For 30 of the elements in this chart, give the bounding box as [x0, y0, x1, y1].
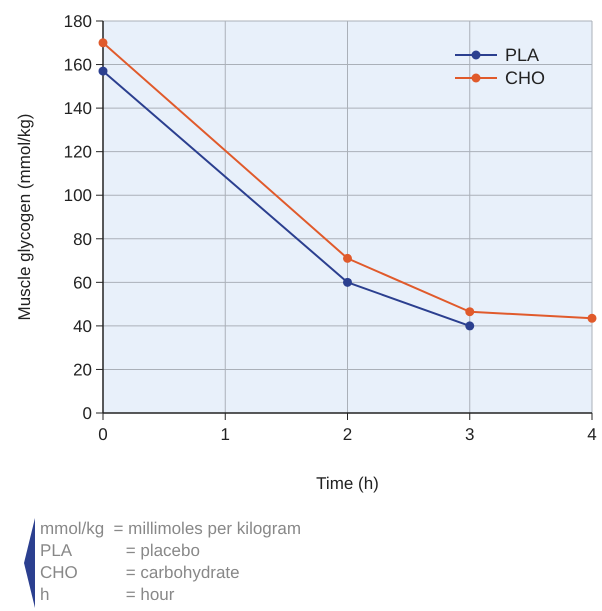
point: [343, 254, 352, 263]
x-tick-label: 3: [465, 425, 474, 444]
y-tick-label: 20: [73, 360, 92, 380]
y-tick-label: 60: [73, 273, 92, 292]
x-tick-label: 2: [342, 425, 352, 444]
y-tick-label: 120: [64, 142, 92, 162]
x-axis-title: Time (h): [316, 474, 379, 493]
x-tick-label: 0: [98, 425, 108, 444]
x-tick-label: 4: [587, 425, 597, 444]
point: [98, 38, 108, 48]
y-tick-label: 0: [82, 404, 92, 423]
y-tick-label: 180: [64, 12, 92, 31]
x-tick-label: 1: [220, 425, 230, 444]
text: h = hour: [40, 585, 174, 604]
y-axis-title: Muscle glycogen (mmol/kg): [15, 114, 34, 320]
text: CHO = carbohydrate: [40, 563, 240, 582]
y-tick-label: 140: [64, 99, 92, 118]
text: mmol/kg = millimoles per kilogram: [40, 519, 302, 538]
point: [588, 314, 596, 323]
y-tick-label: 40: [73, 316, 92, 336]
point: [465, 321, 474, 330]
point: [98, 66, 108, 76]
point: [465, 307, 474, 316]
y-tick-label: 80: [73, 230, 92, 249]
legend-label: CHO: [505, 68, 545, 88]
point: [343, 278, 352, 287]
y-tick-label: 160: [64, 56, 92, 75]
y-tick-label: 100: [64, 186, 92, 206]
text: PLA = placebo: [40, 541, 200, 560]
legend-label: PLA: [505, 45, 540, 65]
